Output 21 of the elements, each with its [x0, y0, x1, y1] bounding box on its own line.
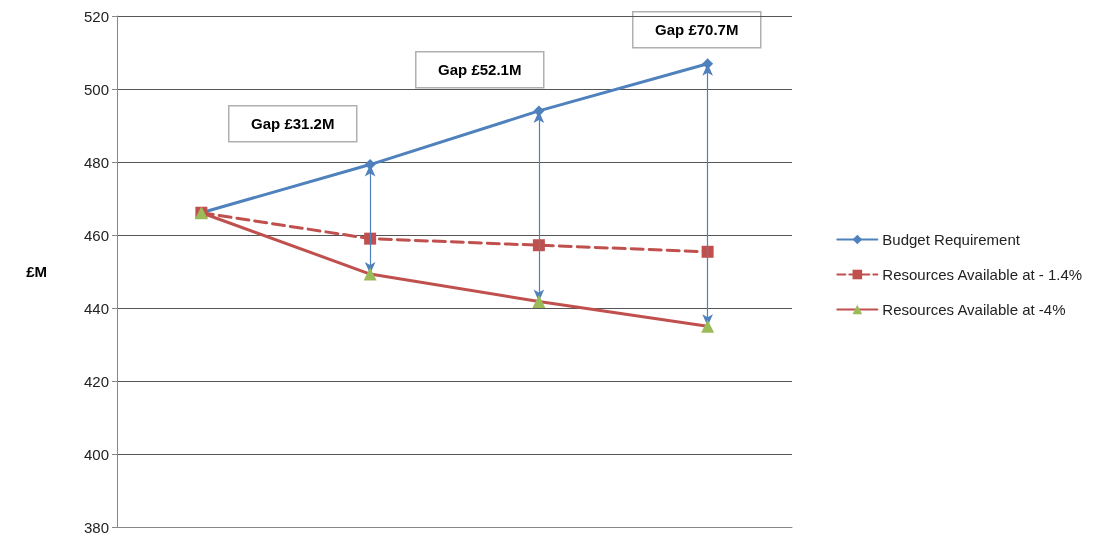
y-tick-label: 380 [83, 518, 109, 536]
legend-label: Resources Available at -4% [882, 301, 1066, 318]
annotation: Gap £70.7M [655, 21, 739, 39]
point [363, 267, 377, 281]
y-tick-label: 520 [83, 7, 109, 25]
point [364, 232, 377, 245]
point [532, 294, 546, 308]
y-tick-label: 500 [83, 80, 109, 98]
y-tick-label: 460 [83, 226, 109, 244]
y-tick-label: 400 [83, 445, 109, 463]
legend-label: Budget Requirement [882, 231, 1021, 248]
y-tick-label: 480 [83, 153, 109, 171]
point [701, 245, 714, 258]
y-tick-label: 420 [83, 372, 109, 390]
y-tick-label: 440 [83, 299, 109, 317]
annotation: Gap £31.2M [251, 115, 335, 133]
point [701, 319, 715, 333]
y-axis-title: £M [26, 263, 47, 280]
point [532, 239, 545, 252]
annotation: Gap £52.1M [438, 61, 522, 79]
legend-label: Resources Available at - 1.4% [882, 266, 1083, 283]
